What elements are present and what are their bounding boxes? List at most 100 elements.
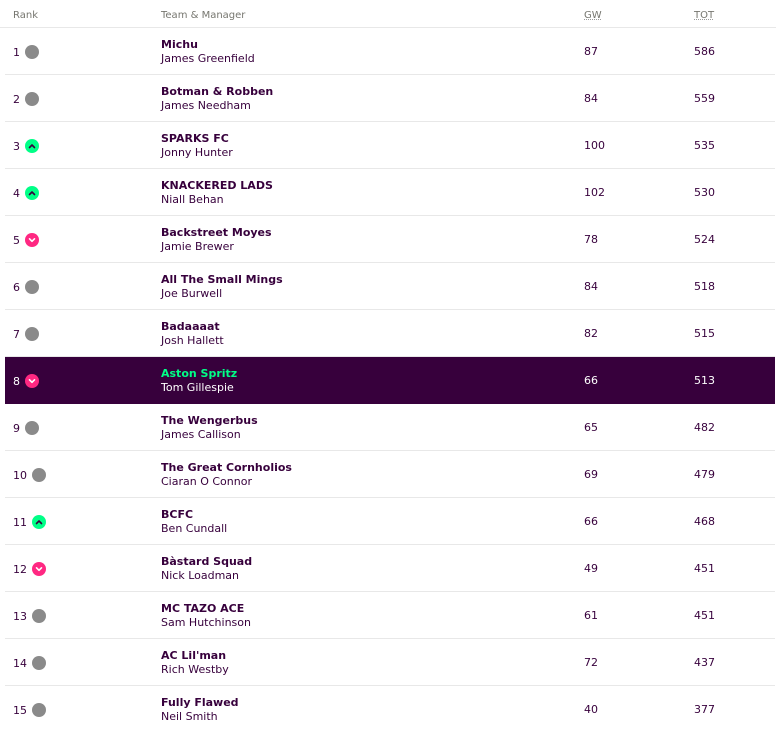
team-name-link[interactable]: KNACKERED LADS	[161, 179, 273, 192]
gw-column-header[interactable]: GW	[584, 10, 602, 21]
team-manager-cell: Backstreet Moyes Jamie Brewer	[161, 226, 272, 254]
manager-name: Tom Gillespie	[161, 381, 234, 394]
gameweek-points: 65	[584, 421, 598, 434]
total-points: 482	[694, 421, 715, 434]
rank-cell: 2	[13, 92, 39, 106]
table-header: Rank Team & Manager GW TOT	[0, 0, 776, 28]
rank-cell: 4	[13, 186, 39, 200]
rank-cell: 6	[13, 280, 39, 294]
no-change-icon	[25, 92, 39, 106]
gameweek-points: 61	[584, 609, 598, 622]
rank-number: 4	[13, 186, 20, 200]
manager-name: Joe Burwell	[161, 287, 223, 300]
manager-name: Jonny Hunter	[161, 146, 233, 159]
team-name-link[interactable]: Backstreet Moyes	[161, 226, 272, 239]
rank-up-icon	[25, 186, 39, 200]
gameweek-points: 102	[584, 186, 605, 199]
rank-number: 6	[13, 280, 20, 294]
rank-column-header: Rank	[13, 10, 38, 21]
table-row[interactable]: 11 BCFC Ben Cundall 66 468	[5, 498, 775, 545]
team-name-link[interactable]: All The Small Mings	[161, 273, 283, 286]
team-manager-cell: Badaaaat Josh Hallett	[161, 320, 224, 348]
table-row[interactable]: 9 The Wengerbus James Callison 65 482	[5, 404, 775, 451]
rank-number: 2	[13, 92, 20, 106]
manager-name: James Needham	[161, 99, 251, 112]
team-manager-cell: The Great Cornholios Ciaran O Connor	[161, 461, 292, 489]
team-name-link[interactable]: Michu	[161, 38, 198, 51]
manager-name: Jamie Brewer	[161, 240, 234, 253]
total-points: 437	[694, 656, 715, 669]
total-points: 513	[694, 374, 715, 387]
total-column-header[interactable]: TOT	[694, 10, 715, 21]
table-row[interactable]: 13 MC TAZO ACE Sam Hutchinson 61 451	[5, 592, 775, 639]
table-row[interactable]: 15 Fully Flawed Neil Smith 40 377	[5, 686, 775, 730]
table-row[interactable]: 7 Badaaaat Josh Hallett 82 515	[5, 310, 775, 357]
total-points: 468	[694, 515, 715, 528]
total-points: 530	[694, 186, 715, 199]
rank-cell: 8	[13, 374, 39, 388]
table-body: 1 Michu James Greenfield 87 586 2 Botman & Rob…	[0, 28, 776, 730]
manager-name: James Callison	[161, 428, 241, 441]
team-name-link[interactable]: Fully Flawed	[161, 696, 239, 709]
team-name-link[interactable]: Bàstard Squad	[161, 555, 253, 568]
rank-down-icon	[32, 562, 46, 576]
gameweek-points: 84	[584, 92, 598, 105]
team-name-link[interactable]: Badaaaat	[161, 320, 220, 333]
rank-cell: 7	[13, 327, 39, 341]
manager-name: Josh Hallett	[161, 334, 224, 347]
gameweek-points: 66	[584, 515, 598, 528]
table-row[interactable]: 3 SPARKS FC Jonny Hunter 100 535	[5, 122, 775, 169]
team-manager-cell: KNACKERED LADS Niall Behan	[161, 179, 273, 207]
team-manager-cell: Bàstard Squad Nick Loadman	[161, 555, 252, 583]
rank-cell: 3	[13, 139, 39, 153]
total-points: 559	[694, 92, 715, 105]
rank-cell: 9	[13, 421, 39, 435]
team-name-link[interactable]: The Wengerbus	[161, 414, 258, 427]
rank-number: 1	[13, 45, 20, 59]
no-change-icon	[32, 656, 46, 670]
rank-down-icon	[25, 233, 39, 247]
table-row[interactable]: 14 AC Lil'man Rich Westby 72 437	[5, 639, 775, 686]
table-row[interactable]: 12 Bàstard Squad Nick Loadman 49 451	[5, 545, 775, 592]
manager-name: Rich Westby	[161, 663, 229, 676]
manager-name: Nick Loadman	[161, 569, 240, 582]
team-name-link[interactable]: Botman & Robben	[161, 85, 274, 98]
team-manager-cell: Botman & Robben James Needham	[161, 85, 273, 113]
rank-number: 5	[13, 233, 20, 247]
team-name-link[interactable]: MC TAZO ACE	[161, 602, 245, 615]
team-name-link[interactable]: AC Lil'man	[161, 649, 227, 662]
rank-cell: 1	[13, 45, 39, 59]
no-change-icon	[25, 280, 39, 294]
no-change-icon	[25, 327, 39, 341]
rank-number: 9	[13, 421, 20, 435]
team-manager-cell: Aston Spritz Tom Gillespie	[161, 367, 237, 395]
no-change-icon	[32, 609, 46, 623]
total-points: 515	[694, 327, 715, 340]
manager-name: Ben Cundall	[161, 522, 228, 535]
rank-number: 3	[13, 139, 20, 153]
rank-cell: 5	[13, 233, 39, 247]
team-name-link[interactable]: The Great Cornholios	[161, 461, 292, 474]
rank-cell: 15	[13, 703, 46, 717]
rank-number: 15	[13, 703, 27, 717]
team-manager-cell: AC Lil'man Rich Westby	[161, 649, 229, 677]
table-row[interactable]: 5 Backstreet Moyes Jamie Brewer 78 524	[5, 216, 775, 263]
table-row[interactable]: 6 All The Small Mings Joe Burwell 84 518	[5, 263, 775, 310]
total-points: 377	[694, 703, 715, 716]
manager-name: Niall Behan	[161, 193, 224, 206]
table-row[interactable]: 2 Botman & Robben James Needham 84 559	[5, 75, 775, 122]
team-name-link[interactable]: BCFC	[161, 508, 194, 521]
table-row[interactable]: 8 Aston Spritz Tom Gillespie 66 513	[5, 357, 775, 404]
gameweek-points: 40	[584, 703, 598, 716]
gameweek-points: 66	[584, 374, 598, 387]
team-name-link[interactable]: Aston Spritz	[161, 367, 238, 380]
team-manager-cell: MC TAZO ACE Sam Hutchinson	[161, 602, 251, 630]
team-name-link[interactable]: SPARKS FC	[161, 132, 229, 145]
no-change-icon	[32, 703, 46, 717]
table-row[interactable]: 1 Michu James Greenfield 87 586	[5, 28, 775, 75]
table-row[interactable]: 4 KNACKERED LADS Niall Behan 102 530	[5, 169, 775, 216]
no-change-icon	[32, 468, 46, 482]
table-row[interactable]: 10 The Great Cornholios Ciaran O Connor 69 4…	[5, 451, 775, 498]
gameweek-points: 84	[584, 280, 598, 293]
